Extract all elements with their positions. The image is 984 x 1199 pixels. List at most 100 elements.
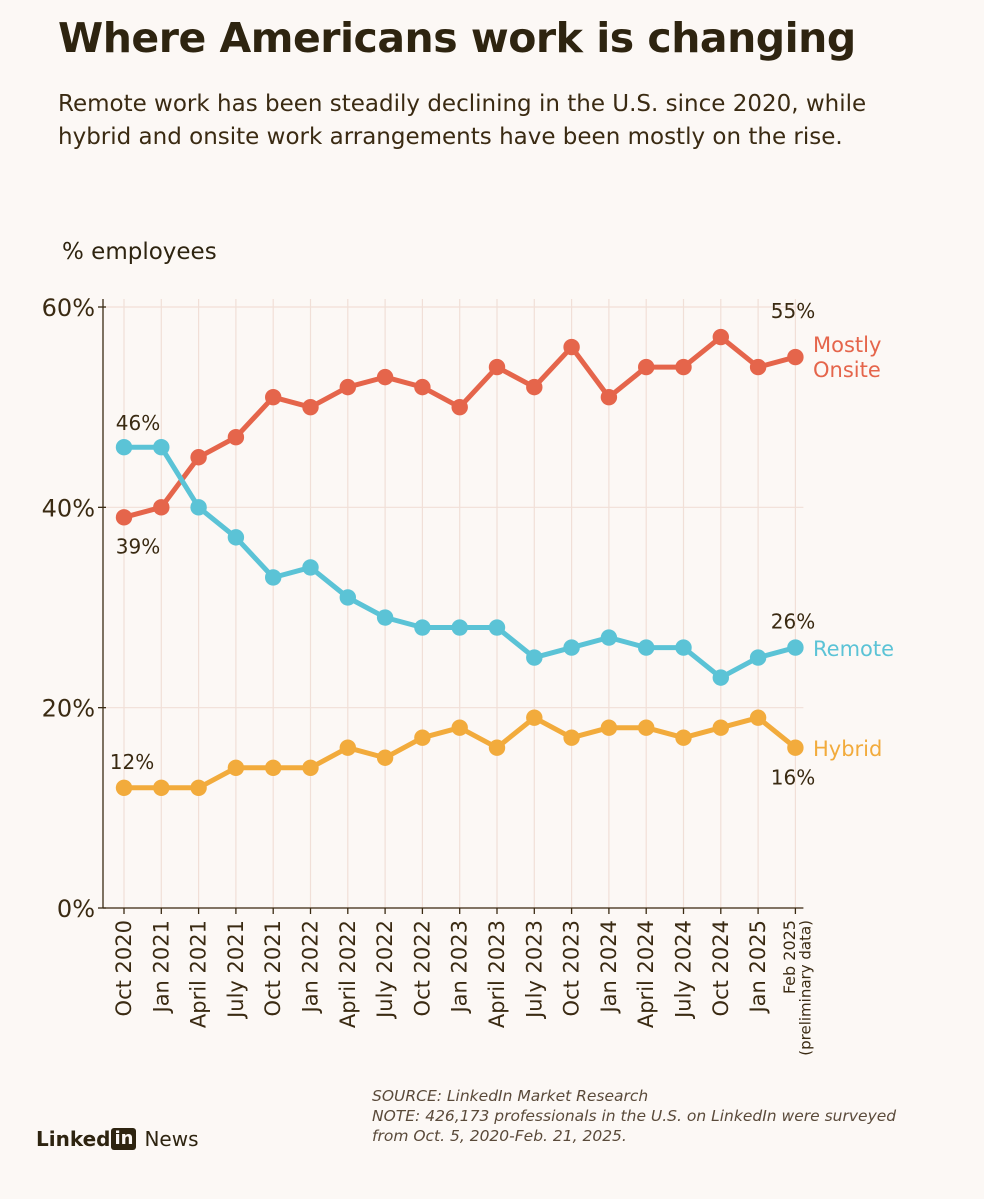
data-point-remote <box>190 499 207 516</box>
y-tick-label: 0% <box>57 895 95 923</box>
x-tick-label: April 2022 <box>336 920 360 1028</box>
data-point-mostly-onsite <box>675 358 692 376</box>
source-text: SOURCE: LinkedIn Market Research <box>372 1087 649 1105</box>
y-tick-label: 20% <box>42 695 95 723</box>
data-label-start: 12% <box>110 750 154 774</box>
data-point-mostly-onsite <box>600 388 618 406</box>
data-point-mostly-onsite <box>526 378 543 396</box>
x-tick-label: Jan 2025 <box>746 920 770 1015</box>
series-label-remote: Remote <box>813 637 894 661</box>
data-point-mostly-onsite <box>227 429 245 446</box>
data-point-hybrid <box>302 759 319 776</box>
y-tick-label: 60% <box>42 294 95 322</box>
brand-linked: Linked <box>36 1127 111 1151</box>
data-point-mostly-onsite <box>414 378 431 396</box>
x-tick-label: Oct 2023 <box>560 920 584 1016</box>
footer-notes: SOURCE: LinkedIn Market Research NOTE: 4… <box>372 1086 896 1146</box>
data-point-hybrid <box>339 739 356 756</box>
x-tick-label: Jan 2024 <box>597 920 621 1015</box>
data-point-mostly-onsite <box>787 348 804 366</box>
data-point-remote <box>526 649 543 666</box>
data-point-hybrid <box>749 709 767 726</box>
data-label-start: 46% <box>116 411 160 435</box>
data-point-remote <box>600 629 618 646</box>
x-tick-label: April 2023 <box>485 920 509 1028</box>
data-point-mostly-onsite <box>190 449 207 466</box>
data-point-remote <box>302 559 319 576</box>
data-point-remote <box>712 669 729 686</box>
data-point-remote <box>414 619 431 636</box>
data-label-end: 26% <box>771 610 815 634</box>
data-point-mostly-onsite <box>451 398 468 416</box>
data-point-mostly-onsite <box>265 388 282 406</box>
data-point-mostly-onsite <box>749 358 767 376</box>
data-point-remote <box>563 639 580 656</box>
y-axis-label: % employees <box>62 239 217 265</box>
x-tick-label: July 2022 <box>373 920 397 1020</box>
data-point-remote <box>787 639 804 656</box>
data-point-hybrid <box>115 779 133 796</box>
data-point-remote <box>227 529 245 546</box>
data-point-hybrid <box>190 779 207 796</box>
y-tick-label: 40% <box>42 494 95 522</box>
series-label-hybrid: Hybrid <box>813 737 882 761</box>
x-tick-label: April 2024 <box>634 920 658 1028</box>
data-point-remote <box>675 639 692 656</box>
series-label-mostly-onsite: Mostly <box>813 333 881 357</box>
note-text-line2: from Oct. 5, 2020-Feb. 21, 2025. <box>372 1127 627 1145</box>
x-tick-label: Feb 2025 <box>780 920 799 994</box>
data-point-remote <box>339 589 356 606</box>
x-tick-label: Jan 2022 <box>299 920 323 1015</box>
data-point-mostly-onsite <box>376 368 394 386</box>
x-tick-note: (preliminary data) <box>796 920 814 1056</box>
data-point-hybrid <box>600 719 618 736</box>
data-point-hybrid <box>563 729 580 746</box>
x-tick-label: April 2021 <box>187 920 211 1028</box>
x-tick-label: Jan 2021 <box>149 920 173 1015</box>
data-point-mostly-onsite <box>115 509 133 526</box>
data-point-remote <box>265 569 282 586</box>
chart-subtitle: Remote work has been steadily declining … <box>58 91 867 150</box>
data-point-hybrid <box>153 779 170 796</box>
data-point-mostly-onsite <box>339 378 356 396</box>
data-point-mostly-onsite <box>302 398 319 416</box>
data-point-hybrid <box>488 739 506 756</box>
data-point-hybrid <box>265 759 282 776</box>
x-tick-label: Jan 2023 <box>448 920 472 1015</box>
data-point-hybrid <box>712 719 729 736</box>
data-label-end: 16% <box>771 766 815 790</box>
data-point-hybrid <box>227 759 245 776</box>
line-chart: 0% 20% 40% 60% Oct 2020 Jan 2021 April 2021 Jul… <box>42 294 894 1056</box>
data-point-hybrid <box>451 719 468 736</box>
data-point-hybrid <box>376 749 394 766</box>
data-point-remote <box>749 649 767 666</box>
data-label-start: 39% <box>116 534 160 558</box>
data-label-end: 55% <box>771 299 815 323</box>
linkedin-news-logo: Linked in News <box>36 1127 199 1151</box>
data-point-remote <box>638 639 655 656</box>
x-tick-label: Oct 2020 <box>112 920 136 1016</box>
x-tick-label: July 2023 <box>522 920 546 1020</box>
data-point-hybrid <box>638 719 655 736</box>
data-point-hybrid <box>414 729 431 746</box>
data-point-remote <box>115 439 133 456</box>
x-tick-label: Oct 2024 <box>709 920 733 1016</box>
data-point-remote <box>488 619 506 636</box>
chart-title: Where Americans work is changing <box>58 14 856 62</box>
data-point-mostly-onsite <box>563 338 580 356</box>
brand-news: News <box>144 1127 199 1151</box>
data-point-hybrid <box>787 739 804 756</box>
data-point-remote <box>451 619 468 636</box>
x-tick-label: Oct 2021 <box>261 920 285 1016</box>
linkedin-in-icon: in <box>111 1128 137 1150</box>
data-point-hybrid <box>526 709 543 726</box>
x-tick-label: Oct 2022 <box>410 920 434 1016</box>
data-point-remote <box>153 439 170 456</box>
data-point-hybrid <box>675 729 692 746</box>
x-tick-label: July 2021 <box>224 920 248 1020</box>
data-point-mostly-onsite <box>488 358 506 376</box>
x-tick-label: July 2024 <box>672 920 696 1020</box>
note-text-line1: NOTE: 426,173 professionals in the U.S. … <box>372 1107 897 1125</box>
data-point-mostly-onsite <box>712 328 729 346</box>
data-point-mostly-onsite <box>153 499 170 516</box>
